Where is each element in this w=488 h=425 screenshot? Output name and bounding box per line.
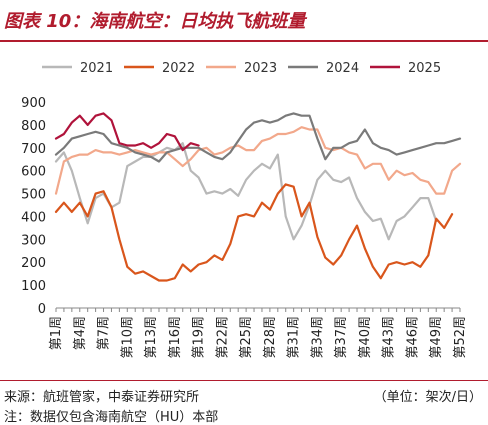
figure-title: 图表 10：海南航空：日均执飞航班量: [4, 11, 306, 32]
x-tick-label: 第46周: [405, 316, 420, 359]
source-text: 来源：航班管家，中泰证券研究所: [4, 390, 200, 405]
y-tick-label: 100: [21, 279, 46, 294]
legend-label-2023: 2023: [244, 61, 277, 76]
x-tick-label: 第37周: [334, 316, 349, 359]
legend-label-2024: 2024: [326, 61, 359, 76]
x-tick-label: 第52周: [453, 316, 468, 359]
series-line-2023: [54, 126, 462, 195]
x-tick-label: 第22周: [215, 316, 230, 359]
x-tick-label: 第34周: [310, 316, 325, 359]
x-tick-label: 第1周: [49, 316, 64, 350]
legend-label-2022: 2022: [162, 61, 195, 76]
series-line-2025: [54, 112, 200, 152]
x-tick-label: 第10周: [120, 316, 135, 359]
x-tick-label: 第43周: [382, 316, 397, 359]
unit-text: （单位：架次/日）: [373, 390, 482, 405]
x-tick-label: 第28周: [263, 316, 278, 359]
x-tick-label: 第16周: [168, 316, 183, 359]
y-tick-label: 900: [21, 96, 46, 111]
x-tick-label: 第40周: [358, 316, 373, 359]
x-tick-label: 第49周: [429, 316, 444, 359]
x-tick-label: 第19周: [192, 316, 207, 359]
legend-label-2025: 2025: [408, 61, 441, 76]
y-tick-label: 200: [21, 256, 46, 271]
y-tick-label: 300: [21, 233, 46, 248]
x-tick-label: 第13周: [144, 316, 159, 359]
x-tick-label: 第25周: [239, 316, 254, 359]
series-line-2024: [54, 112, 462, 163]
x-tick-label: 第4周: [73, 316, 88, 350]
y-tick-label: 600: [21, 165, 46, 180]
y-tick-label: 0: [38, 302, 46, 317]
y-tick-label: 500: [21, 188, 46, 203]
series-line-2022: [54, 183, 454, 282]
y-tick-label: 700: [21, 142, 46, 157]
y-tick-label: 800: [21, 119, 46, 134]
x-tick-label: 第7周: [97, 316, 112, 350]
series-line-2021: [54, 142, 438, 241]
note-text: 注：数据仅包含海南航空（HU）本部: [4, 410, 219, 425]
legend-label-2021: 2021: [80, 61, 113, 76]
source-divider: [0, 380, 488, 381]
x-tick-label: 第31周: [287, 316, 302, 359]
title-bar: 图表 10：海南航空：日均执飞航班量: [0, 0, 488, 42]
line-chart: 2021 2022 2023 2024 2025 0 100 200 300 400 500 600 7…: [21, 61, 468, 359]
y-tick-label: 400: [21, 210, 46, 225]
